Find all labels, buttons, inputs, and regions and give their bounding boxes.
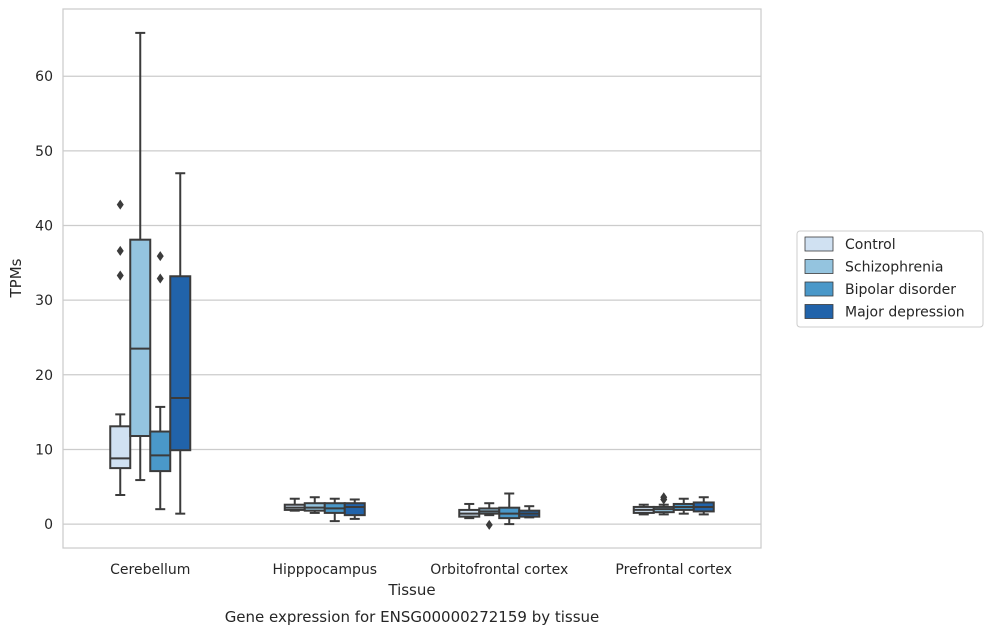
legend-entry: Control: [845, 237, 896, 253]
box-control: [283, 497, 306, 512]
box-body: [109, 425, 132, 470]
y-tick-label: 20: [35, 368, 53, 384]
box-bipolar-disorder: [149, 251, 172, 511]
plot-area-frame: [62, 8, 762, 549]
box-major-depression: [692, 496, 715, 516]
box-body: [129, 238, 152, 438]
box-bipolar-disorder: [498, 492, 521, 526]
x-axis-ticks: Cerebellum Hipppocampus Orbitofrontal cort…: [110, 562, 732, 578]
outlier-point: [660, 494, 668, 505]
outlier-point: [116, 245, 124, 256]
chart-caption: Gene expression for ENSG00000272159 by t…: [225, 608, 600, 626]
box-control: [458, 502, 481, 520]
box-schizophrenia: [129, 31, 152, 482]
x-axis-label: Tissue: [387, 581, 435, 599]
box-schizophrenia: [478, 502, 501, 530]
box-control: [109, 199, 132, 496]
outlier-point: [156, 251, 164, 262]
x-tick-label: Orbitofrontal cortex: [430, 562, 568, 578]
boxes: [109, 31, 715, 530]
box-major-depression: [518, 505, 541, 519]
x-tick-label: Cerebellum: [110, 562, 190, 578]
x-tick-label: Prefrontal cortex: [615, 562, 732, 578]
legend-frame: [796, 230, 984, 328]
outlier-point: [485, 519, 493, 530]
box-control: [632, 503, 655, 516]
legend-swatch: [804, 259, 834, 274]
box-body: [149, 430, 172, 473]
box-schizophrenia: [652, 492, 675, 516]
box-major-depression: [169, 172, 192, 515]
box-bipolar-disorder: [323, 497, 346, 523]
y-axis-ticks: 0 10 20 30 40 50 60: [35, 69, 53, 533]
outlier-point: [156, 273, 164, 284]
box-major-depression: [343, 498, 366, 520]
y-tick-label: 50: [35, 144, 53, 160]
legend-entry: Major depression: [845, 305, 965, 321]
box-bipolar-disorder: [672, 497, 695, 515]
legend-swatch: [804, 236, 834, 252]
y-tick-label: 30: [35, 293, 53, 309]
legend-entry: Bipolar disorder: [845, 282, 956, 298]
y-tick-label: 40: [35, 218, 53, 234]
y-tick-label: 60: [35, 69, 53, 85]
y-axis-label: TPMs: [7, 258, 25, 298]
legend-swatch: [804, 281, 834, 297]
x-tick-label: Hipppocampus: [272, 562, 377, 578]
legend-entry: Schizophrenia: [845, 260, 943, 276]
y-tick-label: 10: [35, 442, 53, 458]
box-body: [343, 502, 366, 517]
outlier-point: [116, 199, 124, 210]
y-tick-label: 0: [44, 517, 53, 533]
box-body: [169, 275, 192, 452]
outlier-point: [116, 270, 124, 281]
box-schizophrenia: [303, 496, 326, 514]
legend-swatch: [804, 304, 834, 319]
legend: Control Schizophrenia Bipolar disorder Majo…: [796, 230, 984, 328]
